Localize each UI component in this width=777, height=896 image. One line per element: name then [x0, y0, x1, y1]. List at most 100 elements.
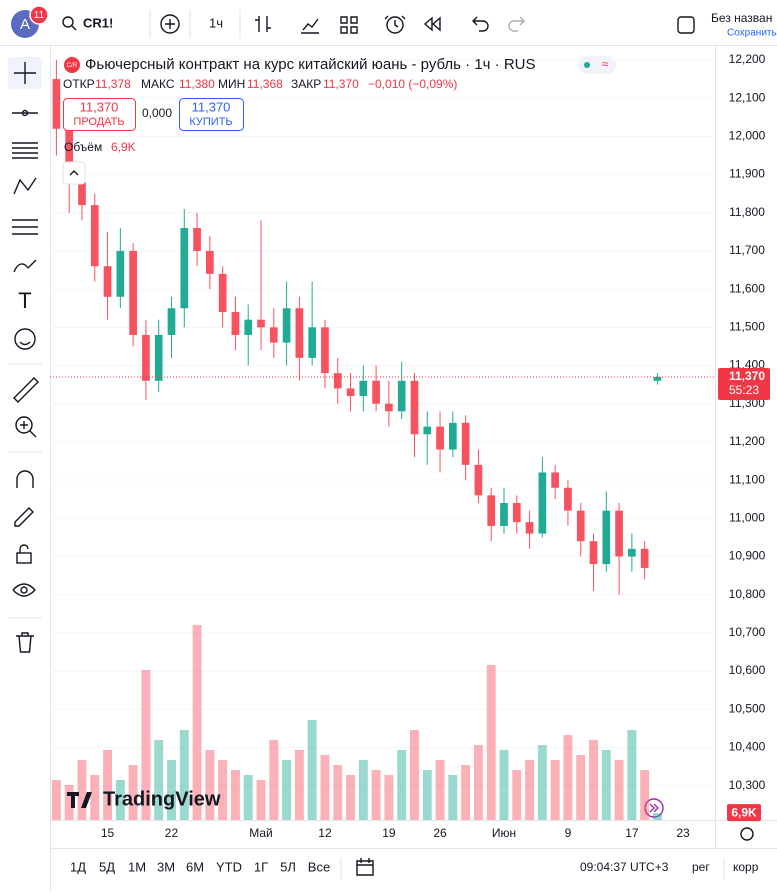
x-tick-label: 9	[565, 826, 572, 840]
volume-bar	[397, 750, 407, 820]
range-button[interactable]: 1Г	[254, 859, 268, 874]
x-tick-label: 22	[165, 826, 179, 840]
lock-tool[interactable]	[16, 552, 32, 564]
volume-bar	[64, 785, 74, 820]
sell-button[interactable]	[63, 98, 136, 131]
search-icon[interactable]	[62, 16, 74, 28]
volume-bar	[461, 765, 471, 820]
market-status	[584, 62, 590, 68]
logo[interactable]: TradingView	[103, 788, 221, 810]
alert[interactable]	[386, 16, 404, 34]
range-button[interactable]: YTD	[216, 859, 242, 874]
volume-bar	[77, 760, 87, 820]
volume-bar	[640, 770, 650, 820]
candle-body	[628, 548, 636, 557]
volume-bar	[282, 760, 292, 820]
magnet-tool[interactable]	[16, 470, 34, 488]
y-tick-label: 11,200	[729, 434, 765, 448]
y-tick-label: 11,000	[729, 510, 765, 524]
go-to-date[interactable]	[356, 858, 374, 876]
volume-bar	[218, 760, 228, 820]
pattern-tool[interactable]	[13, 177, 37, 195]
volume-bar	[512, 770, 522, 820]
volume-bar	[448, 775, 458, 820]
last-volume-tag	[727, 804, 761, 822]
candle-body	[538, 472, 547, 534]
range-button[interactable]: 5Л	[280, 859, 296, 874]
range-button[interactable]: 1Д	[70, 859, 86, 874]
buy-price: 11,370	[192, 99, 231, 114]
buy-label: КУПИТЬ	[189, 116, 232, 128]
go-to-realtime[interactable]	[644, 798, 664, 818]
last-price-tag	[718, 367, 770, 400]
x-tick-label: 15	[101, 826, 115, 840]
candle-body	[461, 422, 470, 465]
lock-drawing-tool[interactable]	[14, 507, 34, 527]
last-volume-label: 6,9K	[731, 805, 757, 819]
status-pill[interactable]	[578, 56, 616, 74]
session[interactable]: рег	[692, 860, 710, 874]
fib-tool[interactable]	[12, 142, 38, 159]
zoom-tool	[20, 421, 37, 438]
candle-body	[640, 548, 649, 568]
volume-bar	[601, 750, 611, 820]
volume-bar	[384, 775, 394, 820]
save-button[interactable]: Сохранить	[727, 28, 777, 39]
volume-bar	[422, 770, 432, 820]
volume-bar	[294, 750, 304, 820]
volume-bar	[550, 760, 560, 820]
range-button[interactable]: 5Д	[99, 859, 115, 874]
prediction-tool[interactable]	[12, 219, 38, 235]
volume-bar	[473, 745, 483, 820]
volume-bar	[333, 765, 343, 820]
avatar-letter: A	[20, 16, 30, 33]
redo[interactable]	[508, 16, 525, 32]
layout-name[interactable]: Без назван	[711, 11, 772, 25]
volume-bar	[499, 750, 509, 820]
candle-body	[269, 327, 278, 343]
layouts[interactable]	[340, 16, 358, 34]
range-button[interactable]: Все	[308, 859, 330, 874]
candle-body	[90, 205, 99, 267]
axis-settings[interactable]	[740, 827, 754, 841]
delete-tool[interactable]	[16, 632, 34, 653]
emoji-tool[interactable]	[14, 328, 36, 350]
volume-bar	[525, 760, 535, 820]
collapse-legend[interactable]	[62, 161, 86, 185]
spread: 0,000	[142, 106, 172, 120]
range-button[interactable]: 6М	[186, 859, 204, 874]
layout-toggle[interactable]	[677, 16, 695, 34]
symbol-badge-text: C/R	[67, 63, 78, 69]
symbol[interactable]: CR1!	[83, 15, 113, 30]
indicators[interactable]	[301, 18, 319, 34]
range-button[interactable]: 3М	[157, 859, 175, 874]
brush-tool[interactable]	[13, 259, 37, 273]
volume-bar	[243, 775, 253, 820]
zoom-tool[interactable]	[15, 416, 33, 434]
volume-label: Объём	[64, 140, 102, 154]
alert-icon	[384, 15, 406, 28]
interval[interactable]: 1ч	[209, 15, 223, 30]
badge	[29, 5, 49, 25]
range-button[interactable]: 1М	[128, 859, 146, 874]
search-icon	[71, 25, 77, 31]
candle-body	[653, 376, 662, 381]
candle-body	[487, 495, 496, 526]
y-tick-label: 10,700	[729, 625, 766, 639]
undo[interactable]	[472, 16, 489, 32]
ruler-tool[interactable]	[13, 377, 39, 403]
visibility-tool[interactable]	[12, 583, 36, 597]
volume-bar	[179, 730, 189, 820]
bar-style[interactable]	[255, 16, 271, 32]
lock-tool	[19, 544, 29, 553]
adjust[interactable]: корр	[733, 860, 759, 874]
text-tool[interactable]: T	[18, 288, 31, 313]
replay[interactable]	[423, 16, 441, 32]
go-to-realtime-icon	[649, 803, 659, 813]
candle-body	[602, 510, 611, 565]
add-symbol[interactable]	[160, 14, 180, 34]
collapse-icon	[69, 170, 79, 176]
buy-button[interactable]	[179, 98, 244, 131]
y-tick-label: 11,900	[729, 167, 765, 181]
